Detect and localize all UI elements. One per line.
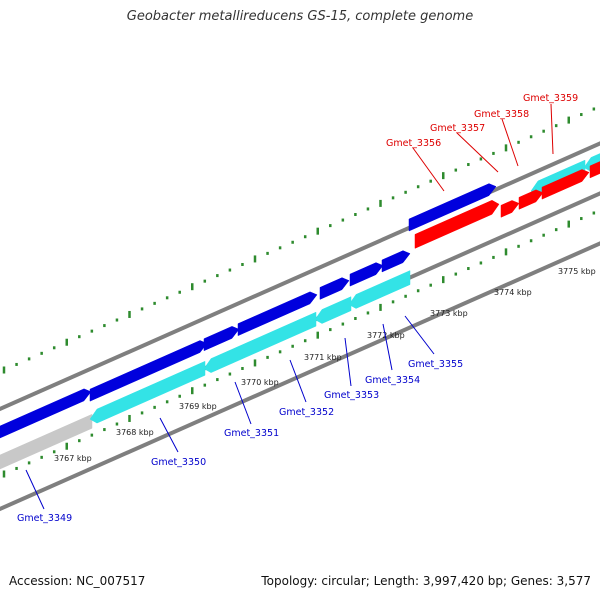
genome-summary: Topology: circular; Length: 3,997,420 bp… (261, 574, 591, 588)
gene-label: Gmet_3351 (224, 428, 279, 439)
leader-line (456, 132, 499, 173)
gene-label: Gmet_3357 (430, 123, 485, 134)
gene-label-leaders (25, 103, 554, 510)
highlighted-gene (541, 169, 590, 200)
highlighted-gene (414, 200, 500, 249)
reverse-gene (348, 270, 411, 309)
other-feature (0, 413, 93, 470)
inner-tick-row (2, 211, 596, 478)
leader-line (159, 417, 179, 453)
scale-label: 3774 kbp (494, 288, 532, 297)
scale-labels: 3767 kbp 3768 kbp 3769 kbp 3770 kbp 3771… (54, 267, 596, 463)
highlighted-gene (518, 189, 544, 210)
outer-tick-row (2, 107, 596, 374)
gene-label: Gmet_3358 (474, 109, 529, 120)
gene-label: Gmet_3352 (279, 407, 334, 418)
forward-gene (0, 388, 92, 439)
forward-gene (203, 326, 240, 352)
reverse-gene (314, 296, 352, 324)
gene-labels: Gmet_3349 Gmet_3350 Gmet_3351 Gmet_3352 … (17, 93, 578, 524)
backbone-line (0, 241, 600, 512)
gene-label: Gmet_3355 (408, 359, 463, 370)
gene-label: Gmet_3349 (17, 513, 72, 524)
forward-gene (237, 291, 318, 337)
gene-label: Gmet_3356 (386, 138, 441, 149)
forward-gene (349, 262, 384, 287)
highlighted-gene (500, 200, 520, 218)
reverse-strand-genes (0, 153, 600, 470)
scale-label: 3772 kbp (367, 331, 405, 340)
scale-label: 3770 kbp (241, 378, 279, 387)
leader-line (412, 147, 445, 192)
forward-gene (408, 183, 497, 232)
highlighted-genes (414, 161, 600, 249)
reverse-gene (203, 311, 317, 373)
map-title: Geobacter metallireducens GS-15, complet… (126, 9, 474, 24)
leader-line (550, 103, 554, 155)
leader-line (289, 359, 307, 403)
scale-label: 3775 kbp (558, 267, 596, 276)
accession-label: Accession: NC_007517 (9, 574, 146, 588)
scale-label: 3769 kbp (179, 402, 217, 411)
reverse-gene (89, 360, 206, 424)
leader-line (344, 337, 352, 387)
gene-label: Gmet_3354 (365, 375, 420, 386)
forward-strand-genes (0, 183, 497, 439)
leader-line (234, 381, 252, 425)
leader-line (25, 469, 45, 510)
leader-line (501, 118, 519, 167)
gene-label: Gmet_3359 (523, 93, 578, 104)
scale-label: 3767 kbp (54, 454, 92, 463)
highlighted-gene (589, 161, 600, 179)
gene-label: Gmet_3350 (151, 457, 206, 468)
forward-gene (89, 340, 208, 402)
scale-label: 3773 kbp (430, 309, 468, 318)
scale-label: 3768 kbp (116, 428, 154, 437)
forward-gene (381, 250, 411, 273)
forward-gene (319, 277, 350, 300)
backbone-line (0, 141, 600, 412)
leader-line (382, 323, 393, 371)
gene-label: Gmet_3353 (324, 390, 379, 401)
scale-label: 3771 kbp (304, 353, 342, 362)
leader-line (404, 315, 435, 355)
